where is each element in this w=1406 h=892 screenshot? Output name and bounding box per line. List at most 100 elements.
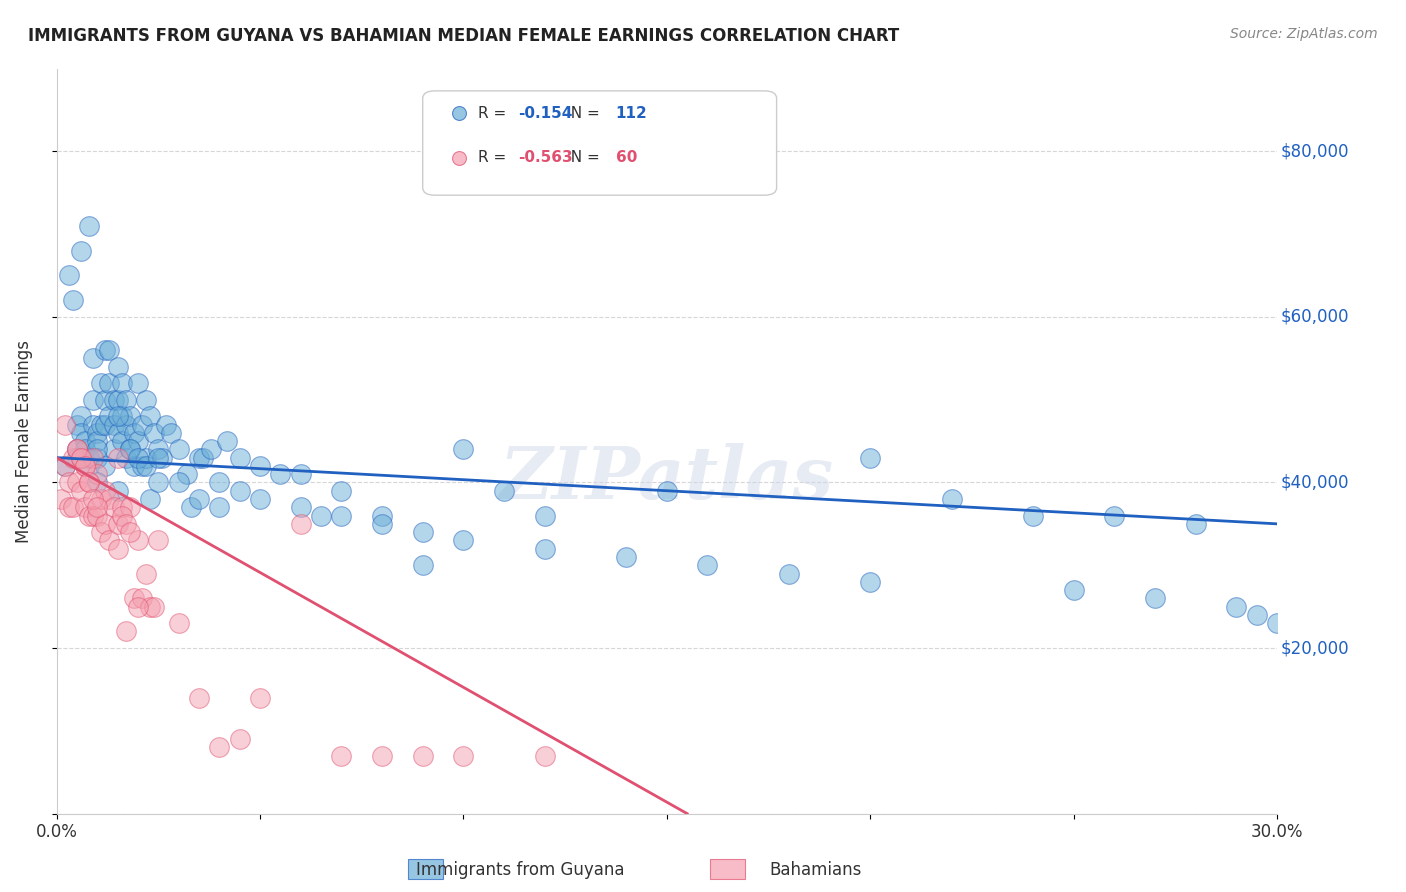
Point — [66, 442, 89, 457]
Point — [200, 442, 222, 457]
Point — [111, 409, 134, 424]
Point — [118, 525, 141, 540]
Point — [70, 483, 93, 498]
Point — [330, 748, 353, 763]
Point — [655, 483, 678, 498]
Point — [70, 244, 93, 258]
Point — [127, 533, 149, 548]
Point — [90, 376, 112, 390]
Text: N =: N = — [561, 151, 605, 165]
Point — [1225, 599, 1247, 614]
Point — [1246, 607, 1268, 622]
Point — [941, 491, 963, 506]
Point — [139, 599, 162, 614]
Point — [330, 483, 353, 498]
Point — [82, 508, 104, 523]
Point — [122, 458, 145, 473]
Point — [412, 748, 434, 763]
Point — [94, 458, 117, 473]
Point — [208, 475, 231, 490]
Point — [208, 500, 231, 515]
Point — [103, 417, 125, 432]
Point — [290, 467, 312, 482]
Bar — [408, 859, 443, 879]
Point — [53, 458, 76, 473]
Point — [70, 425, 93, 440]
Text: Bahamians: Bahamians — [769, 861, 862, 879]
Point — [533, 508, 555, 523]
Point — [167, 616, 190, 631]
Point — [111, 434, 134, 448]
Point — [107, 516, 129, 531]
Point — [86, 508, 108, 523]
Point — [103, 500, 125, 515]
Point — [94, 343, 117, 357]
Point — [114, 516, 136, 531]
Point — [371, 748, 394, 763]
Point — [412, 525, 434, 540]
Point — [77, 458, 100, 473]
Point — [290, 500, 312, 515]
Point — [135, 566, 157, 581]
Point — [111, 500, 134, 515]
Point — [127, 376, 149, 390]
Point — [453, 748, 475, 763]
Point — [98, 533, 121, 548]
Point — [453, 442, 475, 457]
Point — [62, 450, 84, 465]
Point — [453, 533, 475, 548]
Point — [118, 442, 141, 457]
Point — [1102, 508, 1125, 523]
Text: Immigrants from Guyana: Immigrants from Guyana — [416, 861, 624, 879]
Point — [53, 417, 76, 432]
Point — [1388, 806, 1406, 821]
Point — [228, 450, 250, 465]
Point — [114, 392, 136, 407]
Point — [107, 359, 129, 374]
Point — [98, 343, 121, 357]
Point — [290, 516, 312, 531]
Point — [135, 450, 157, 465]
Point — [217, 434, 239, 448]
Point — [107, 409, 129, 424]
Point — [75, 458, 97, 473]
Point — [66, 417, 89, 432]
Point — [70, 450, 93, 465]
Point — [118, 409, 141, 424]
Point — [58, 475, 80, 490]
Text: 112: 112 — [616, 106, 647, 120]
Point — [122, 425, 145, 440]
Point — [90, 417, 112, 432]
Point — [859, 574, 882, 589]
Point — [249, 690, 271, 705]
Point — [150, 450, 173, 465]
Point — [167, 442, 190, 457]
Point — [94, 417, 117, 432]
Point — [86, 450, 108, 465]
Point — [111, 508, 134, 523]
Text: IMMIGRANTS FROM GUYANA VS BAHAMIAN MEDIAN FEMALE EARNINGS CORRELATION CHART: IMMIGRANTS FROM GUYANA VS BAHAMIAN MEDIA… — [28, 27, 900, 45]
Point — [269, 467, 291, 482]
Point — [114, 450, 136, 465]
Point — [131, 417, 153, 432]
Point — [176, 467, 198, 482]
Point — [82, 450, 104, 465]
Point — [118, 500, 141, 515]
Point — [53, 458, 76, 473]
Point — [82, 392, 104, 407]
Point — [143, 425, 166, 440]
Point — [66, 475, 89, 490]
Point — [371, 516, 394, 531]
Point — [107, 541, 129, 556]
Point — [1388, 806, 1406, 821]
Point — [143, 599, 166, 614]
Point — [75, 434, 97, 448]
Point — [139, 491, 162, 506]
Point — [148, 533, 170, 548]
Point — [82, 351, 104, 366]
Point — [86, 425, 108, 440]
Point — [62, 293, 84, 308]
Point — [94, 392, 117, 407]
Point — [1022, 508, 1045, 523]
Point — [103, 392, 125, 407]
